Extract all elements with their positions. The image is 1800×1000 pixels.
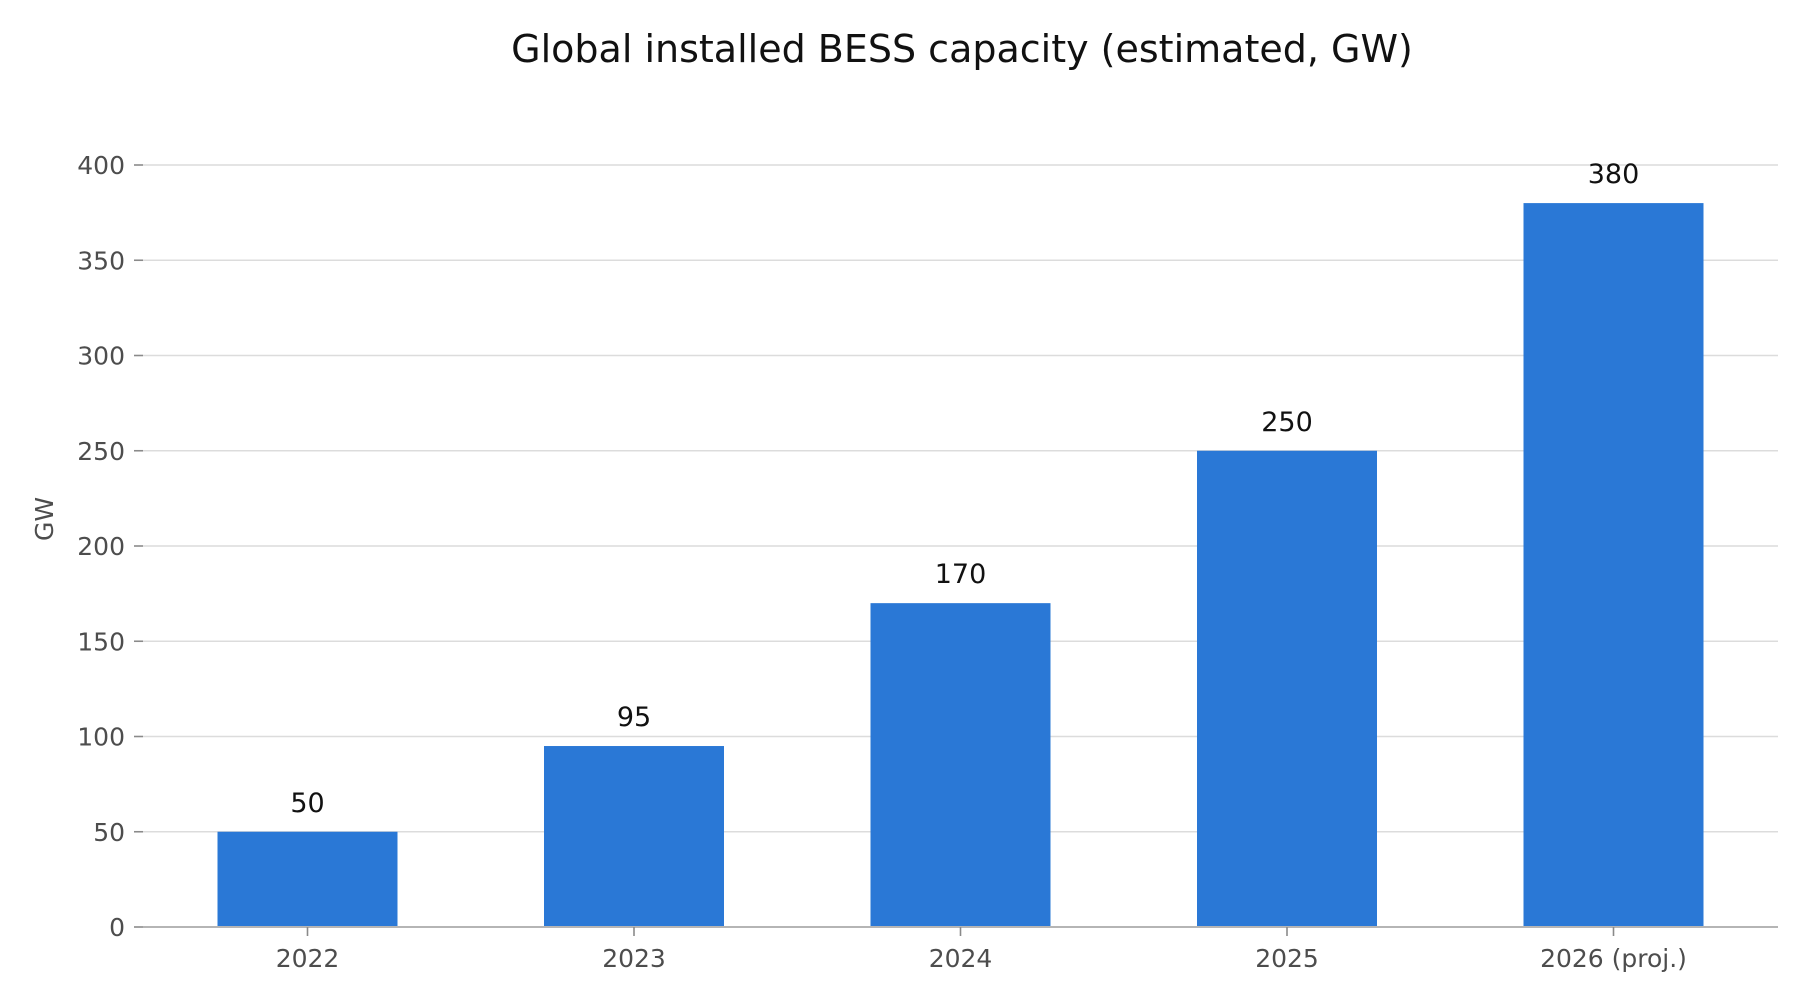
x-tick-label: 2024 [929,944,993,973]
y-tick-label: 200 [77,532,125,561]
data-labels: 50 95 170 250 380 [290,159,1639,819]
y-axis-ticks: 0 50 100 150 200 250 300 350 400 [77,151,143,942]
bar [1197,450,1377,927]
bar [217,831,398,927]
y-tick-label: 50 [93,818,125,847]
data-label: 380 [1588,159,1640,190]
bar [870,603,1051,927]
data-label: 95 [617,702,651,733]
y-tick-label: 100 [77,723,125,752]
y-tick-label: 300 [77,342,125,371]
data-label: 250 [1261,407,1313,438]
y-tick-label: 250 [77,437,125,466]
x-tick-label: 2025 [1255,944,1319,973]
x-tick-label: 2022 [276,944,340,973]
y-tick-label: 150 [77,627,125,656]
y-tick-label: 0 [109,913,125,942]
x-tick-label: 2026 (proj.) [1540,944,1687,973]
y-tick-label: 350 [77,246,125,275]
y-tick-label: 400 [77,151,125,180]
bar [544,746,724,927]
bar [1523,203,1704,928]
bars [217,203,1704,928]
x-axis-ticks: 2022 2023 2024 2025 2026 (proj.) [276,927,1687,973]
y-axis-label: GW [30,497,59,541]
data-label: 170 [935,559,987,590]
x-tick-label: 2023 [602,944,666,973]
chart-title: Global installed BESS capacity (estimate… [511,27,1413,71]
data-label: 50 [290,788,324,819]
